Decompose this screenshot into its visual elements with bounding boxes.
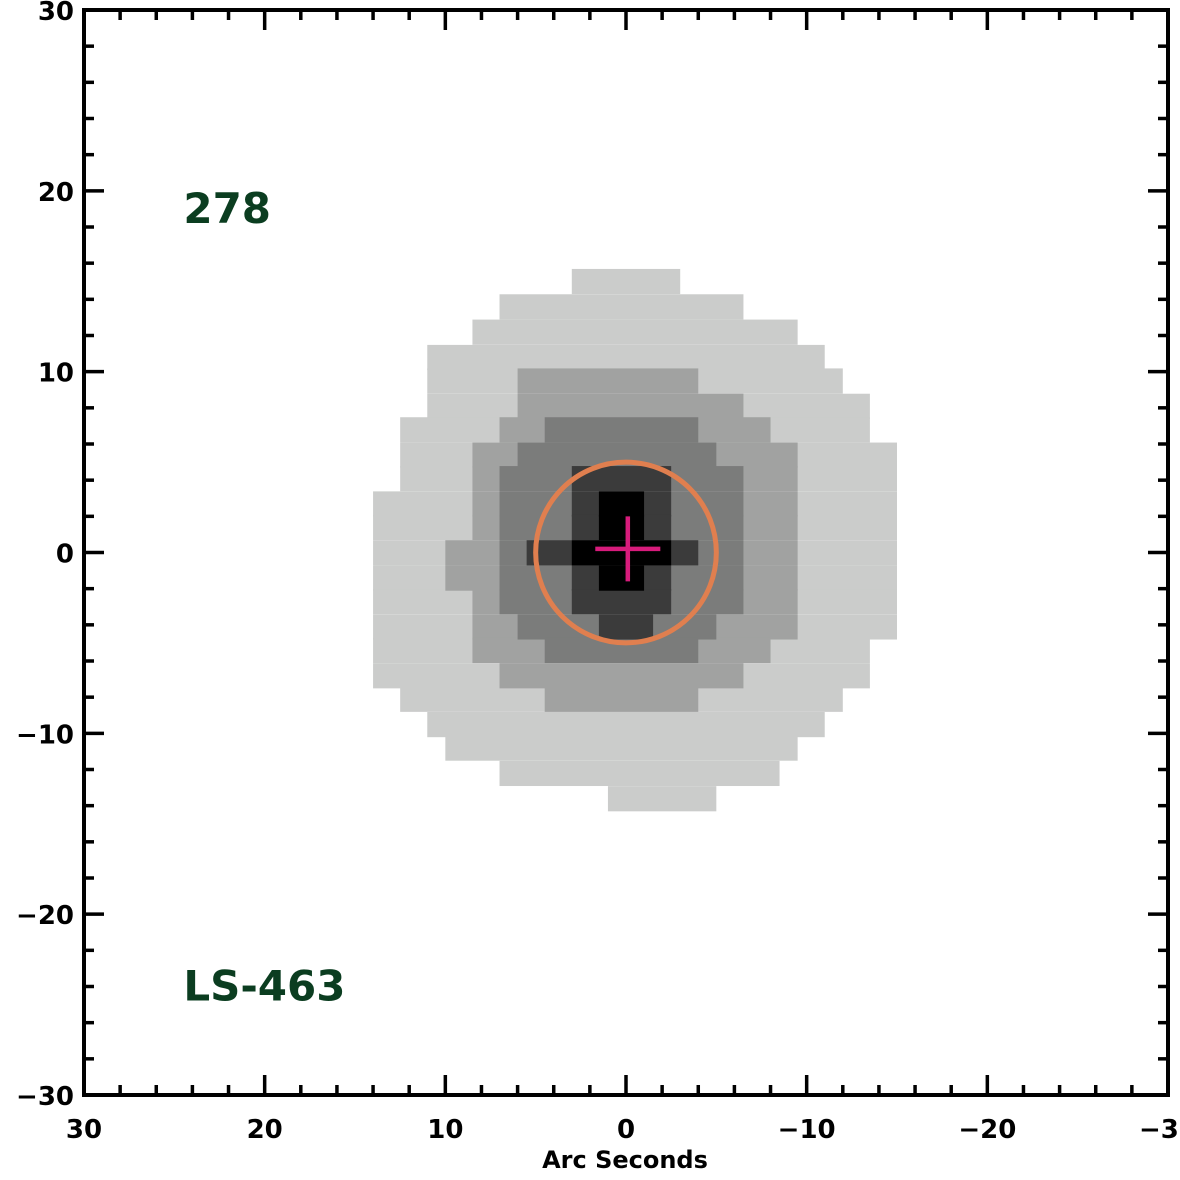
x-tick-label: −10 — [778, 1115, 836, 1145]
contour-level-4-row-6 — [598, 614, 654, 640]
y-tick-label: −10 — [16, 720, 74, 750]
contour-level-2-row-0 — [517, 368, 699, 394]
contour-level-1-row-20 — [499, 760, 780, 787]
contour-level-1-row-19 — [445, 735, 798, 761]
x-tick-label: 0 — [617, 1115, 635, 1145]
y-tick-label: 10 — [38, 359, 74, 389]
contour-level-1-row-0 — [571, 268, 681, 295]
x-tick-label: 20 — [247, 1115, 283, 1145]
x-axis-title: Arc Seconds — [542, 1146, 708, 1174]
annotation-1: LS-463 — [183, 962, 345, 1011]
annotations: 278 LS-463 — [183, 184, 345, 1011]
contour-level-1-row-1 — [499, 294, 744, 320]
contour-level-5-row-0 — [598, 491, 645, 517]
x-tick-label: 30 — [66, 1115, 102, 1145]
contour-level-2-row-13 — [544, 686, 699, 712]
contour-image — [373, 268, 898, 812]
contour-level-1-row-21 — [607, 786, 717, 812]
contour-level-3-row-0 — [544, 417, 699, 443]
x-tick-label: 10 — [427, 1115, 463, 1145]
y-tick-label: −30 — [16, 1082, 74, 1112]
aperture-circle — [533, 459, 719, 646]
contour-level-1-row-2 — [472, 319, 798, 345]
y-tick-label: 20 — [38, 178, 74, 208]
contour-level-2-row-1 — [517, 393, 744, 419]
y-tick-label: 0 — [56, 540, 74, 570]
overlay-markers — [533, 459, 719, 646]
contour-level-5-row-2 — [571, 540, 672, 566]
contour-level-1-row-18 — [427, 711, 825, 738]
y-tick-label: −20 — [16, 901, 74, 931]
contour-level-2-row-12 — [499, 663, 744, 689]
contour-level-5-row-1 — [598, 514, 645, 541]
x-tick-label: −30 — [1139, 1115, 1180, 1145]
x-tick-label: −20 — [958, 1115, 1016, 1145]
annotation-0: 278 — [183, 184, 271, 233]
contour-level-4-row-5 — [571, 589, 672, 615]
contour-level-1-row-3 — [427, 344, 825, 371]
y-tick-label: 30 — [38, 0, 74, 27]
contour-level-5-row-3 — [598, 565, 645, 591]
